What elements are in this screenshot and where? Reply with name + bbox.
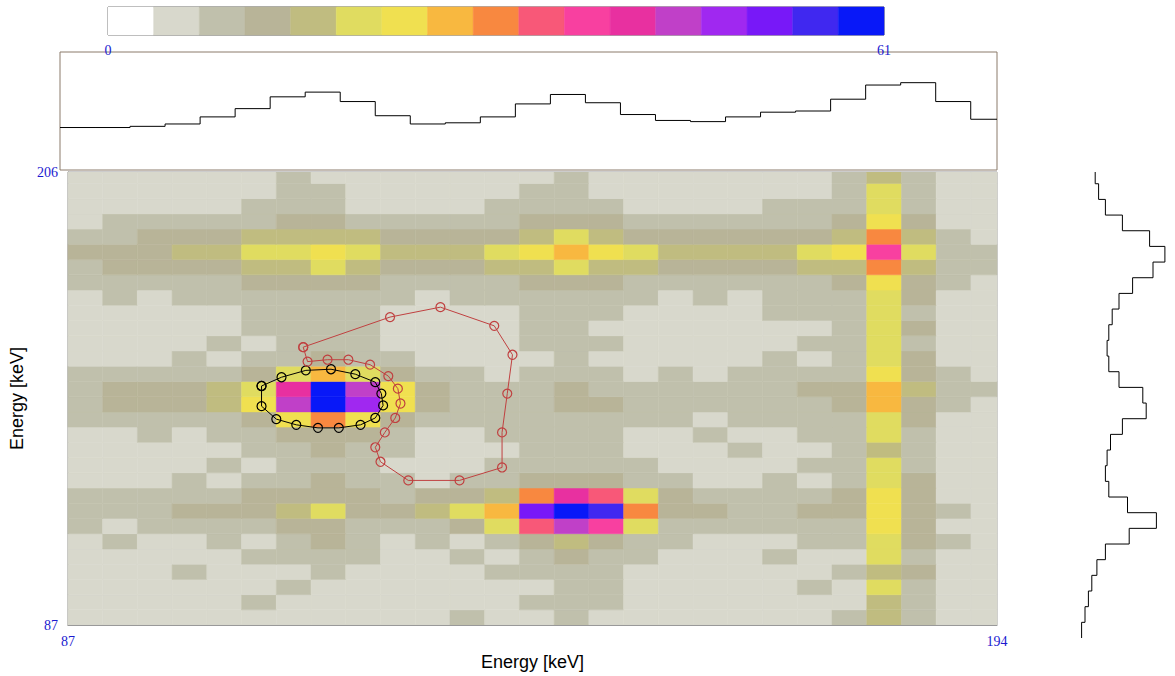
svg-text:0: 0 <box>105 43 112 58</box>
svg-text:206: 206 <box>37 165 58 180</box>
svg-text:Energy [keV]: Energy [keV] <box>7 347 27 450</box>
svg-text:61: 61 <box>877 43 891 58</box>
svg-text:87: 87 <box>61 634 75 649</box>
svg-text:87: 87 <box>44 618 58 633</box>
svg-text:Energy [keV]: Energy [keV] <box>481 652 584 672</box>
svg-text:194: 194 <box>987 634 1008 649</box>
